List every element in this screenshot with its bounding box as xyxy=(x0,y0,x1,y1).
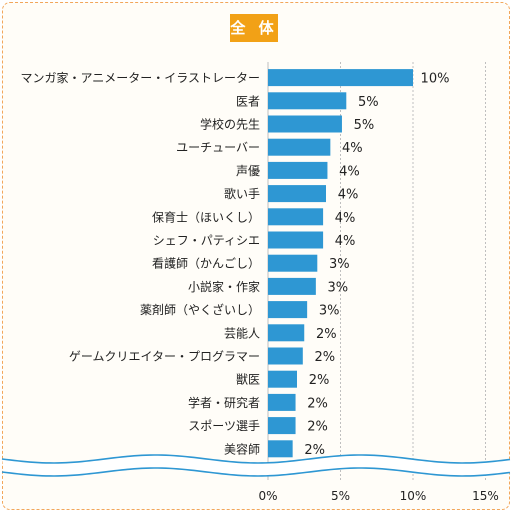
data-label: 2% xyxy=(304,443,325,458)
data-label: 2% xyxy=(307,420,328,435)
bar xyxy=(268,208,324,226)
x-tick-label: 5% xyxy=(331,489,350,503)
bar xyxy=(268,161,328,179)
category-label: 小説家・作家 xyxy=(188,279,260,294)
bar xyxy=(268,254,318,272)
category-label: 獣医 xyxy=(236,373,260,387)
bar xyxy=(268,231,324,249)
category-label: 歌い手 xyxy=(224,186,260,201)
bar xyxy=(268,301,308,319)
data-label: 10% xyxy=(421,72,450,87)
category-label: 薬剤師（やくざいし） xyxy=(140,302,260,317)
data-label: 3% xyxy=(328,280,349,295)
data-label: 4% xyxy=(335,211,356,226)
category-label: スポーツ選手 xyxy=(188,419,260,433)
category-label: 声優 xyxy=(236,164,260,178)
bar xyxy=(268,370,297,388)
data-label: 5% xyxy=(354,118,375,133)
category-label: 学校の先生 xyxy=(200,117,260,132)
bar xyxy=(268,115,342,133)
data-label: 5% xyxy=(358,95,379,110)
bar xyxy=(268,393,296,411)
data-label: 3% xyxy=(319,304,340,319)
category-label: シェフ・パティシエ xyxy=(153,234,260,248)
header-badge: 全 体 xyxy=(230,14,278,42)
category-label: 美容師 xyxy=(224,441,260,456)
data-label: 2% xyxy=(307,396,328,411)
data-label: 2% xyxy=(309,373,330,388)
category-label: 保育士（ほいくし） xyxy=(152,209,260,224)
bar xyxy=(268,440,293,458)
x-tick-label: 15% xyxy=(472,489,499,503)
category-label: マンガ家・アニメーター・イラストレーター xyxy=(20,70,260,85)
bar xyxy=(268,277,316,295)
chart-frame xyxy=(2,2,510,510)
bar xyxy=(268,69,413,87)
x-tick-label: 10% xyxy=(400,489,427,503)
axis-break-band xyxy=(2,455,512,476)
category-label: 看護師（かんごし） xyxy=(152,256,260,271)
data-label: 2% xyxy=(314,350,335,365)
data-label: 3% xyxy=(329,257,350,272)
bar xyxy=(268,185,326,203)
data-label: 4% xyxy=(335,234,356,249)
category-label: 芸能人 xyxy=(224,326,260,340)
axis-break-top xyxy=(1,454,511,464)
category-label: 医者 xyxy=(236,94,260,108)
axis-break-bottom xyxy=(1,467,511,477)
category-label: ゲームクリエイター・プログラマー xyxy=(69,350,260,364)
category-label: ユーチューバー xyxy=(176,141,260,155)
bar xyxy=(268,417,296,435)
data-label: 4% xyxy=(339,164,360,179)
bar xyxy=(268,324,305,342)
category-label: 学者・研究者 xyxy=(188,395,260,410)
data-label: 2% xyxy=(316,327,337,342)
bar xyxy=(268,92,347,110)
data-label: 4% xyxy=(342,141,363,156)
data-label: 4% xyxy=(338,188,359,203)
bar xyxy=(268,347,303,365)
x-tick-label: 0% xyxy=(258,489,277,503)
bar xyxy=(268,138,331,156)
